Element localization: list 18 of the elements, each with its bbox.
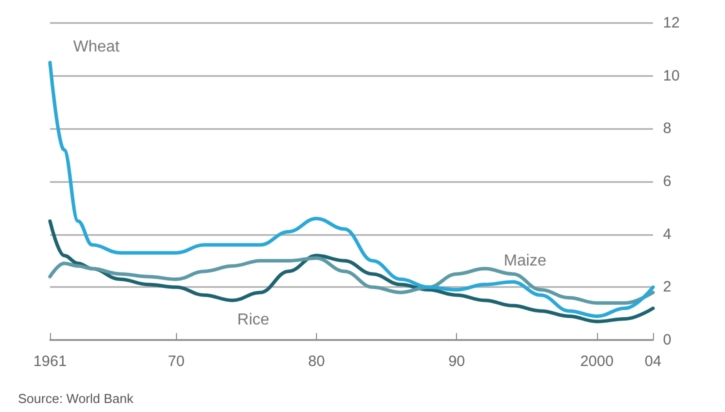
series-label: Wheat xyxy=(73,38,120,56)
y-tick-label: 6 xyxy=(663,173,672,190)
source-note: Source: World Bank xyxy=(18,391,134,406)
y-tick-label: 12 xyxy=(663,14,680,32)
x-tick-label: 80 xyxy=(308,353,325,370)
series-label: Maize xyxy=(504,252,547,270)
series-label: Rice xyxy=(237,312,270,329)
y-tick-label: 4 xyxy=(663,226,672,243)
x-tick-label: 90 xyxy=(448,353,466,370)
line-series xyxy=(48,219,655,324)
y-tick-label: 10 xyxy=(663,67,680,84)
y-tick-label: 8 xyxy=(663,120,672,138)
x-tick-label: 1961 xyxy=(33,353,67,370)
y-tick-label: 0 xyxy=(663,332,672,348)
x-tick-label: 04 xyxy=(644,353,662,370)
x-tick-label: 2000 xyxy=(580,353,614,370)
x-tick-label: 70 xyxy=(168,353,185,370)
y-tick-label: 2 xyxy=(663,278,672,296)
